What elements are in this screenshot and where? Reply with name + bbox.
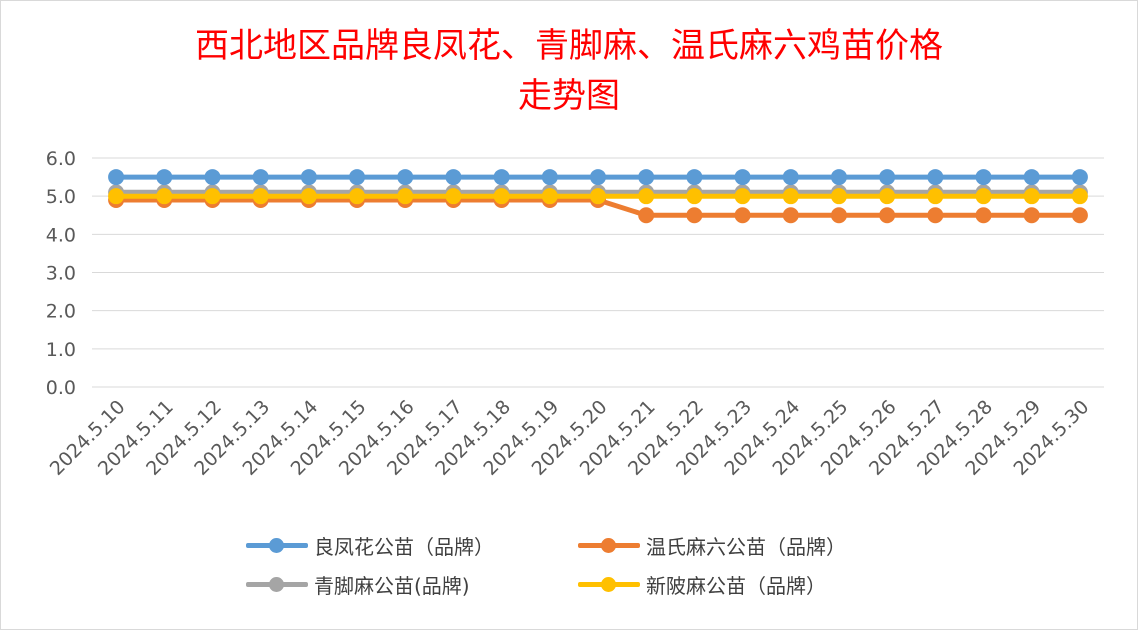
data-point	[782, 207, 799, 224]
legend-swatch-marker	[269, 538, 284, 553]
data-point	[252, 188, 269, 205]
data-point	[397, 169, 414, 186]
y-tick-label: 3.0	[46, 263, 76, 285]
y-tick-label: 4.0	[46, 224, 76, 246]
legend-swatch	[578, 569, 640, 599]
legend-swatch	[578, 530, 640, 560]
data-point	[1071, 169, 1088, 186]
data-point	[975, 169, 992, 186]
y-tick-label: 0.0	[46, 377, 76, 399]
data-point	[879, 169, 896, 186]
chart-title-line1: 西北地区品牌良凤花、青脚麻、温氏麻六鸡苗价格	[195, 26, 943, 66]
data-point	[1023, 169, 1040, 186]
legend-swatch	[246, 569, 308, 599]
data-point	[1071, 188, 1088, 205]
legend-item: 新陂麻公苗（品牌）	[578, 569, 826, 599]
data-point	[590, 169, 606, 186]
y-tick-label: 1.0	[46, 339, 76, 361]
data-point	[879, 188, 896, 205]
data-point	[734, 169, 751, 186]
y-tick-label: 6.0	[46, 148, 76, 170]
data-point	[300, 169, 317, 186]
data-point	[1071, 207, 1088, 224]
legend-swatch-marker	[269, 577, 284, 592]
data-point	[734, 207, 751, 224]
data-point	[493, 188, 510, 205]
data-point	[108, 188, 125, 205]
data-point	[830, 188, 847, 205]
legend-label: 温氏麻六公苗（品牌）	[646, 534, 846, 559]
legend-label: 新陂麻公苗（品牌）	[646, 573, 826, 598]
data-point	[349, 169, 366, 186]
data-point	[638, 207, 655, 224]
legend-swatch-marker	[601, 538, 616, 553]
data-point	[590, 188, 606, 205]
data-point	[927, 207, 944, 224]
data-point	[638, 169, 655, 186]
data-point	[975, 207, 992, 224]
legend-label: 青脚麻公苗(品牌)	[314, 573, 470, 598]
data-point	[349, 188, 366, 205]
y-tick-label: 5.0	[46, 186, 76, 208]
data-point	[830, 207, 847, 224]
data-point	[830, 169, 847, 186]
data-point	[204, 188, 221, 205]
data-point	[927, 188, 944, 205]
data-point	[782, 169, 799, 186]
data-point	[975, 188, 992, 205]
data-point	[541, 188, 558, 205]
legend-item: 良凤花公苗（品牌）	[246, 530, 494, 560]
chart-title-line2: 走势图	[518, 76, 620, 116]
data-point	[541, 169, 558, 186]
data-point	[204, 169, 221, 186]
data-point	[445, 169, 462, 186]
data-point	[686, 207, 703, 224]
legend-label: 良凤花公苗（品牌）	[314, 534, 494, 559]
data-point	[686, 188, 703, 205]
data-point	[686, 169, 703, 186]
data-point	[1023, 188, 1040, 205]
data-point	[638, 188, 655, 205]
data-point	[300, 188, 317, 205]
data-point	[782, 188, 799, 205]
data-point	[734, 188, 751, 205]
data-point	[927, 169, 944, 186]
data-point	[445, 188, 462, 205]
legend-swatch	[246, 530, 308, 560]
legend-swatch-marker	[601, 577, 616, 592]
data-point	[879, 207, 896, 224]
chart-legend: 良凤花公苗（品牌） 温氏麻六公苗（品牌） 青脚麻公苗(品牌) 新陂麻公苗（品牌）	[0, 528, 1138, 608]
legend-item: 温氏麻六公苗（品牌）	[578, 530, 846, 560]
y-tick-label: 2.0	[46, 301, 76, 323]
data-point	[493, 169, 510, 186]
data-point	[252, 169, 269, 186]
legend-item: 青脚麻公苗(品牌)	[246, 569, 470, 599]
data-point	[156, 188, 173, 205]
data-point	[108, 169, 125, 186]
data-point	[1023, 207, 1040, 224]
data-point	[397, 188, 414, 205]
data-point	[156, 169, 173, 186]
